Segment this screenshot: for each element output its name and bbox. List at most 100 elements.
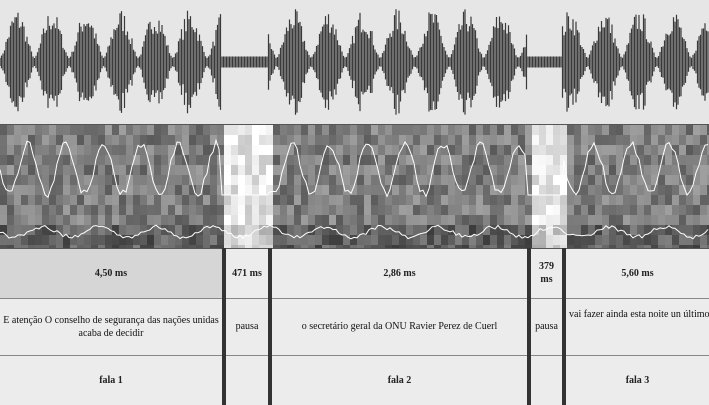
spectrogram-cell xyxy=(672,165,679,175)
spectrogram-cell xyxy=(168,175,175,185)
spectrogram-cell xyxy=(21,125,28,135)
spectrogram-cell xyxy=(336,135,343,145)
spectrogram-cell xyxy=(406,205,413,215)
spectrogram-cell xyxy=(644,155,651,165)
spectrogram-cell xyxy=(77,135,84,145)
duration-cell: 471 ms xyxy=(226,248,268,298)
spectrogram-cell xyxy=(434,205,441,215)
spectrogram-cell xyxy=(182,205,189,215)
spectrogram-cell xyxy=(189,145,196,155)
spectrogram-cell xyxy=(28,235,35,245)
spectrogram-cell xyxy=(231,215,238,225)
spectrogram-cell xyxy=(546,175,553,185)
spectrogram-cell xyxy=(672,225,679,235)
spectrogram-cell xyxy=(462,155,469,165)
spectrogram-cell xyxy=(49,195,56,205)
spectrogram-cell xyxy=(280,125,287,135)
spectrogram-cell xyxy=(259,205,266,215)
spectrogram-cell xyxy=(238,195,245,205)
spectrogram-cell xyxy=(637,185,644,195)
spectrogram-cell xyxy=(343,145,350,155)
spectrogram-cell xyxy=(637,215,644,225)
spectrogram-cell xyxy=(7,155,14,165)
spectrogram-cell xyxy=(238,155,245,165)
spectrogram-cell xyxy=(588,235,595,245)
spectrogram-cell xyxy=(469,135,476,145)
spectrogram-cell xyxy=(658,185,665,195)
spectrogram-cell xyxy=(357,205,364,215)
spectrogram-cell xyxy=(560,145,567,155)
spectrogram-cell xyxy=(105,195,112,205)
spectrogram-cell xyxy=(238,185,245,195)
spectrogram-cell xyxy=(315,215,322,225)
spectrogram-cell xyxy=(322,215,329,225)
spectrogram-cell xyxy=(196,175,203,185)
spectrogram-cell xyxy=(217,155,224,165)
spectrogram-cell xyxy=(476,185,483,195)
spectrogram-cell xyxy=(350,195,357,205)
spectrogram-cell xyxy=(518,165,525,175)
spectrogram-cell xyxy=(308,155,315,165)
spectrogram-cell xyxy=(175,125,182,135)
spectrogram-cell xyxy=(693,125,700,135)
spectrogram-cell xyxy=(238,135,245,145)
spectrogram-cell xyxy=(63,125,70,135)
spectrogram-cell xyxy=(224,135,231,145)
spectrogram-cell xyxy=(371,235,378,245)
spectrogram-cell xyxy=(448,215,455,225)
spectrogram-cell xyxy=(700,185,707,195)
spectrogram-cell xyxy=(273,135,280,145)
spectrogram-cell xyxy=(644,215,651,225)
spectrogram-cell xyxy=(483,125,490,135)
spectrogram-cell xyxy=(140,175,147,185)
spectrogram-cell xyxy=(231,185,238,195)
spectrogram-cell xyxy=(70,225,77,235)
spectrogram-cell xyxy=(266,205,273,215)
spectrogram-cell xyxy=(602,195,609,205)
spectrogram-cell xyxy=(595,195,602,205)
spectrogram-cell xyxy=(602,235,609,245)
spectrogram-cell xyxy=(287,165,294,175)
spectrogram-cell xyxy=(406,135,413,145)
spectrogram-cell xyxy=(70,205,77,215)
spectrogram-cell xyxy=(532,185,539,195)
spectrogram-cell xyxy=(322,185,329,195)
spectrogram-cell xyxy=(21,235,28,245)
spectrogram-cell xyxy=(91,145,98,155)
waveform xyxy=(0,0,709,125)
spectrogram-cell xyxy=(665,235,672,245)
spectrogram-cell xyxy=(245,175,252,185)
spectrogram-cell xyxy=(294,205,301,215)
spectrogram-cell xyxy=(483,185,490,195)
spectrogram-cell xyxy=(427,205,434,215)
spectrogram-cell xyxy=(532,195,539,205)
spectrogram-cell xyxy=(77,205,84,215)
spectrogram-cell xyxy=(693,185,700,195)
spectrogram-cell xyxy=(399,185,406,195)
spectrogram-cell xyxy=(588,155,595,165)
spectrogram-cell xyxy=(238,165,245,175)
spectrogram-cell xyxy=(441,235,448,245)
spectrogram-cell xyxy=(441,215,448,225)
spectrogram-cell xyxy=(420,185,427,195)
spectrogram-cell xyxy=(399,205,406,215)
spectrogram-cell xyxy=(119,135,126,145)
spectrogram-cell xyxy=(329,235,336,245)
spectrogram-cell xyxy=(56,165,63,175)
spectrogram-cell xyxy=(602,205,609,215)
spectrogram-cell xyxy=(294,175,301,185)
spectrogram-cell xyxy=(665,185,672,195)
spectrogram-cell xyxy=(273,155,280,165)
spectrogram-cell xyxy=(518,175,525,185)
spectrogram-cell xyxy=(693,205,700,215)
spectrogram-cell xyxy=(364,175,371,185)
spectrogram-cell xyxy=(399,215,406,225)
spectrogram-cell xyxy=(98,215,105,225)
spectrogram-cell xyxy=(224,165,231,175)
spectrogram-cell xyxy=(63,205,70,215)
spectrogram-cell xyxy=(140,165,147,175)
spectrogram-cell xyxy=(679,125,686,135)
spectrogram-cell xyxy=(301,215,308,225)
spectrogram-cell xyxy=(252,195,259,205)
spectrogram-cell xyxy=(658,135,665,145)
